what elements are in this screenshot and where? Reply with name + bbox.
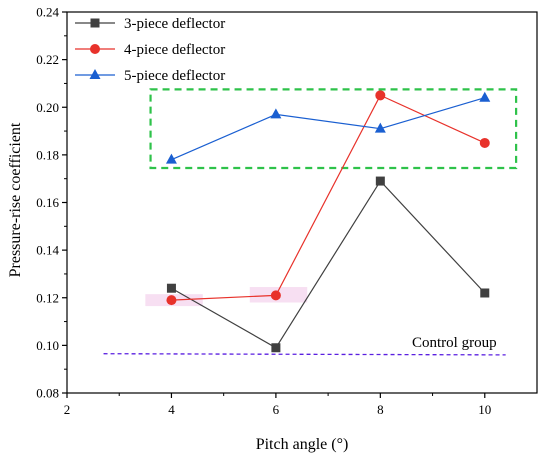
series-1-point-1: [166, 283, 176, 293]
y-tick-label-6: 0.18: [36, 147, 59, 162]
legend-label-2: 4-piece deflector: [124, 42, 225, 58]
y-tick-label-8: 0.22: [36, 52, 59, 67]
series-2-point-4: [479, 137, 490, 148]
series-1: [166, 176, 490, 353]
series-3-point-4: [479, 91, 491, 102]
y-tick-label-1: 0.08: [36, 386, 59, 401]
x-tick-label-1: 2: [64, 402, 71, 417]
y-tick-label-9: 0.24: [36, 5, 59, 20]
axes-layer: 2 4 6 8 10 0.08 0.10 0.12 0.14 0.16 0.18 0.20 0.22 0.…: [36, 5, 538, 417]
series-3: [165, 91, 491, 164]
y-tick-label-2: 0.10: [36, 338, 59, 353]
control-group-label: Control group: [412, 335, 497, 351]
series-2-line: [171, 94, 486, 301]
legend-marker-2: [90, 44, 100, 54]
y-tick-label-7: 0.20: [36, 100, 59, 115]
y-axis-title: Pressure-rise coefficient: [7, 122, 24, 277]
legend-label-1: 3-piece deflector: [124, 16, 225, 32]
series-3-point-3: [374, 122, 386, 133]
x-tick-label-2: 4: [168, 402, 175, 417]
series-3-point-1: [165, 153, 177, 164]
x-tick-label-4: 8: [377, 402, 384, 417]
x-tick-label-5: 10: [478, 402, 491, 417]
y-tick-label-4: 0.14: [36, 243, 59, 258]
y-tick-label-5: 0.16: [36, 195, 59, 210]
series-2-point-3: [375, 90, 386, 101]
legend-marker-3: [89, 69, 101, 79]
series-layer: [165, 90, 491, 353]
series-2-point-2: [270, 290, 281, 301]
legend-label-3: 5-piece deflector: [124, 68, 225, 84]
highlight-box: [149, 88, 518, 170]
legend-item-3: 5-piece deflector: [75, 68, 225, 84]
series-1-point-2: [271, 343, 281, 353]
legend-item-2: 4-piece deflector: [75, 42, 225, 58]
series-1-point-3: [375, 176, 385, 186]
control-group-line: [103, 353, 506, 356]
legend-item-1: 3-piece deflector: [75, 16, 225, 32]
legend-marker-1: [90, 18, 100, 28]
legend: 3-piece deflector 4-piece deflector 5-piec…: [75, 16, 225, 84]
series-2-point-1: [166, 295, 177, 306]
series-3-line: [171, 97, 485, 161]
y-tick-label-3: 0.12: [36, 290, 59, 305]
series-3-point-2: [270, 108, 282, 119]
series-1-point-4: [480, 288, 490, 298]
series-1-line: [171, 180, 486, 349]
series-2: [166, 90, 490, 306]
annotation-layer: [103, 88, 518, 356]
x-tick-label-3: 6: [273, 402, 280, 417]
x-axis-title: Pitch angle (°): [256, 436, 349, 453]
